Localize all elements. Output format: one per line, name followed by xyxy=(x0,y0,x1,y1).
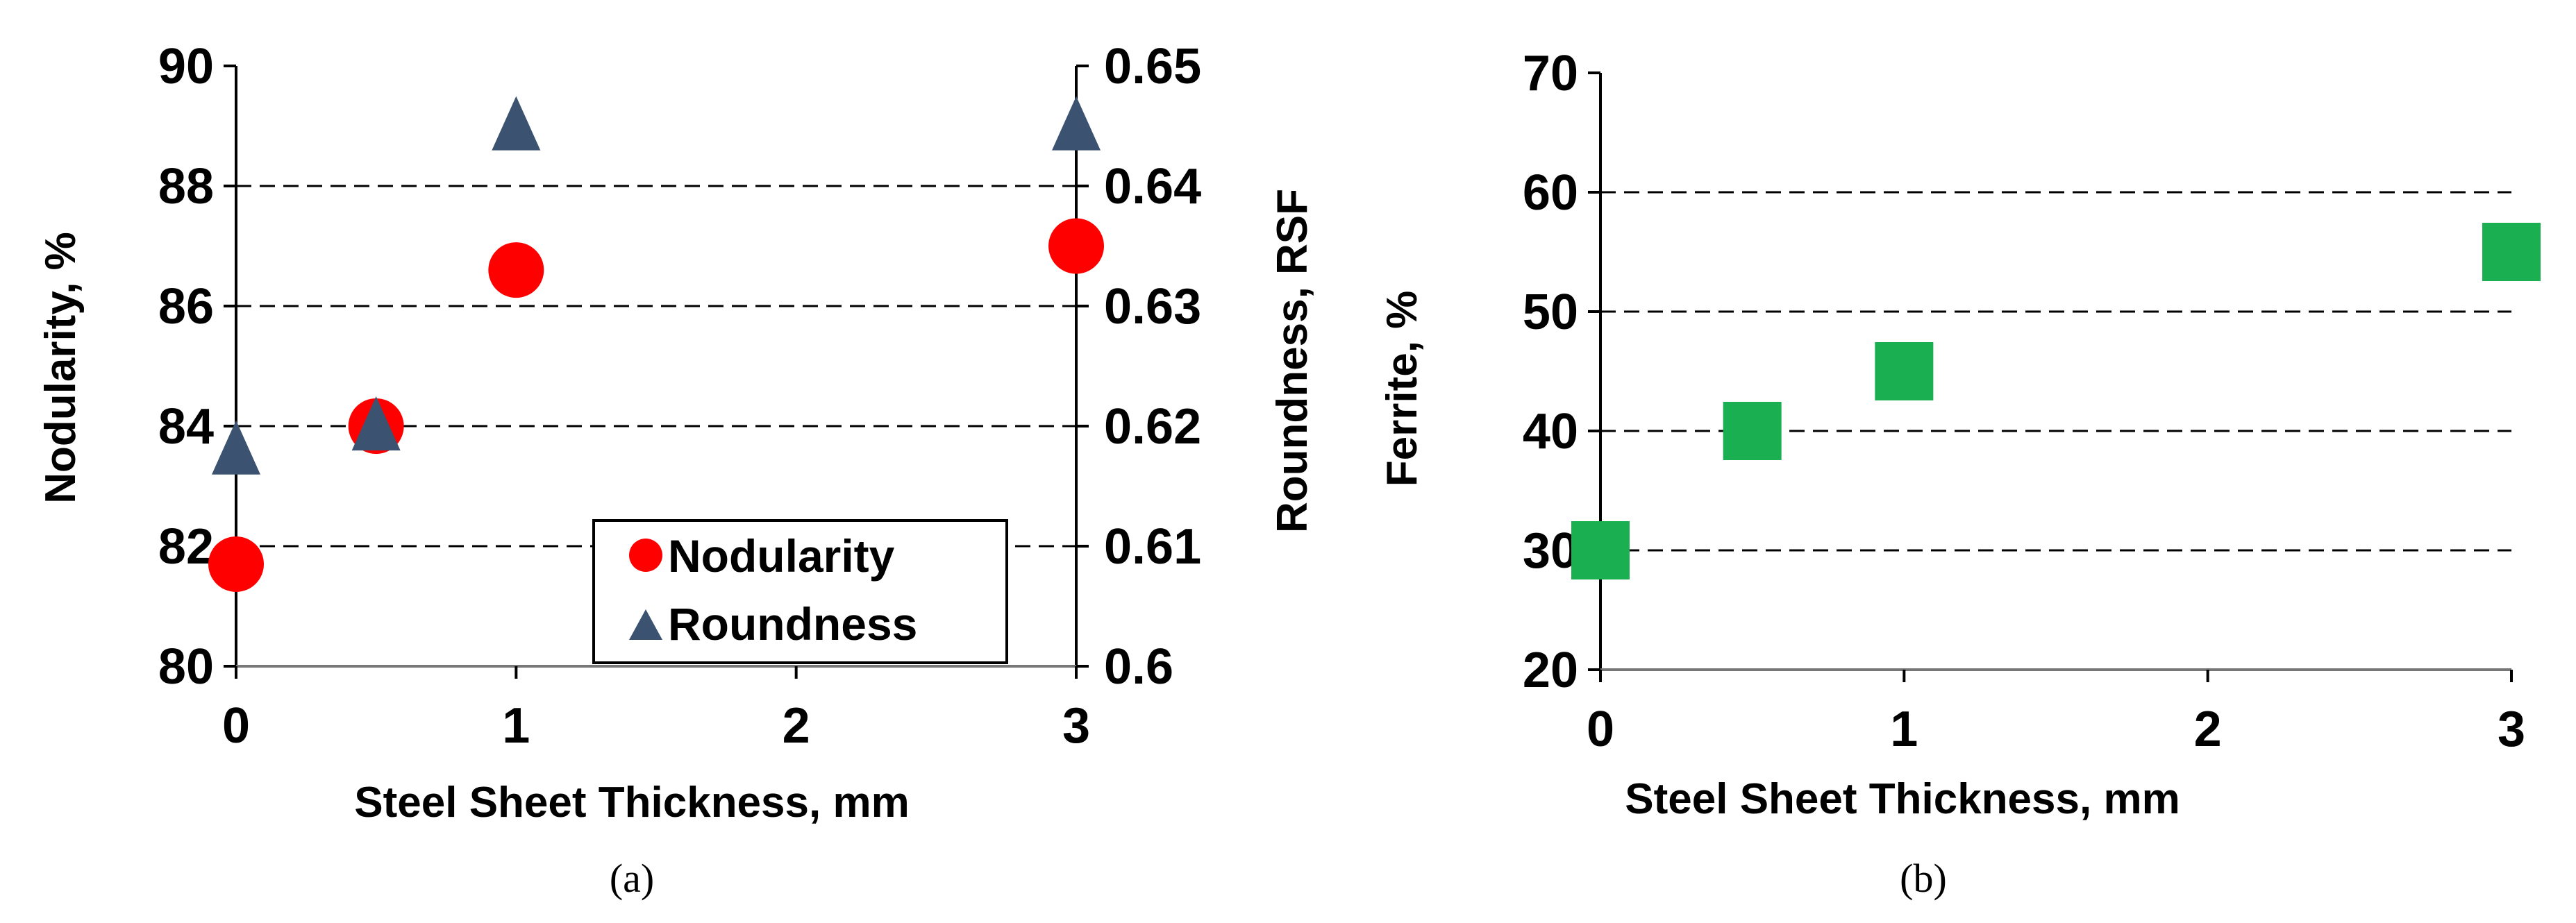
b-x-tick-label: 3 xyxy=(2498,702,2525,757)
b-point-ferrite xyxy=(1875,342,1934,400)
a-y-tick-label: 90 xyxy=(158,39,214,94)
b-gridlines xyxy=(1600,191,2511,552)
b-x-tick-label: 1 xyxy=(1890,702,1918,757)
a-gridlines xyxy=(236,185,1076,548)
b-y-tick-label: 50 xyxy=(1523,285,1578,340)
a-x-tick-label: 0 xyxy=(222,698,250,754)
b-y-axis-label: Ferrite, % xyxy=(1378,291,1426,487)
b-point-ferrite xyxy=(2482,223,2541,281)
a-point-roundness xyxy=(492,96,541,151)
a-legend-box xyxy=(592,519,1008,664)
b-data-marks xyxy=(1571,223,2541,579)
a-legend-label-roundness: Roundness xyxy=(668,598,917,650)
a-y-tick-label: 86 xyxy=(158,279,214,335)
a-point-roundness xyxy=(1052,96,1101,151)
a-point-nodularity xyxy=(488,242,544,298)
a-legend: Nodularity Roundness xyxy=(592,519,1008,664)
a-x-tick-labels: 0 1 2 3 xyxy=(222,698,1090,754)
b-y-tick-label: 40 xyxy=(1523,404,1578,459)
b-y-tick-label: 70 xyxy=(1523,46,1578,101)
b-y-tick-labels: 20 30 40 50 60 70 xyxy=(1523,46,1578,698)
a-point-roundness xyxy=(212,420,260,475)
b-y-tick-label: 60 xyxy=(1523,165,1578,221)
a-legend-marker-nodularity xyxy=(629,539,662,572)
a-y-tick-label: 80 xyxy=(158,639,214,695)
a-data-marks xyxy=(208,96,1104,592)
a-legend-label-nodularity: Nodularity xyxy=(668,530,895,582)
a-y-tick-label: 84 xyxy=(158,399,214,455)
b-x-tick-labels: 0 1 2 3 xyxy=(1587,702,2525,757)
a-y-axis-label: Nodularity, % xyxy=(37,232,85,504)
a-caption: (a) xyxy=(610,856,654,901)
b-x-axis-label: Steel Sheet Thickness, mm xyxy=(1625,775,2180,823)
b-x-tick-label: 0 xyxy=(1587,702,1614,757)
a-y2-axis-label: Roundness, RSF xyxy=(1269,189,1316,533)
a-point-nodularity xyxy=(208,536,264,592)
b-y-tick-label: 20 xyxy=(1523,643,1578,698)
a-x-tick-label: 2 xyxy=(783,698,810,754)
b-axes xyxy=(1588,71,2513,682)
a-y2-tick-labels: 0.6 0.61 0.62 0.63 0.64 0.65 xyxy=(1104,39,1201,695)
a-y2-tick-label: 0.61 xyxy=(1104,519,1201,575)
a-y2-tick-label: 0.62 xyxy=(1104,399,1201,455)
a-legend-marker-roundness xyxy=(629,609,662,640)
panel-a: 80 82 84 86 88 90 0.6 0.61 0.62 0.63 0.64 0.65 0 1 2… xyxy=(37,39,1316,901)
a-x-tick-label: 1 xyxy=(502,698,530,754)
b-y-tick-label: 30 xyxy=(1523,523,1578,579)
a-y-tick-label: 82 xyxy=(158,519,214,575)
a-y2-tick-label: 0.64 xyxy=(1104,159,1201,214)
a-y2-tick-label: 0.6 xyxy=(1104,639,1173,695)
a-x-tick-label: 3 xyxy=(1062,698,1090,754)
a-point-nodularity xyxy=(1048,218,1104,274)
a-y2-tick-label: 0.63 xyxy=(1104,279,1201,335)
panel-b: 20 30 40 50 60 70 0 1 2 3 Steel Sheet Thickness,… xyxy=(1378,46,2541,901)
a-point-roundness xyxy=(351,396,401,451)
a-y2-tick-label: 0.65 xyxy=(1104,39,1201,94)
b-x-tick-label: 2 xyxy=(2194,702,2222,757)
a-y-tick-label: 88 xyxy=(158,159,214,214)
a-x-axis-label: Steel Sheet Thickness, mm xyxy=(354,779,909,827)
b-point-ferrite xyxy=(1723,402,1782,460)
b-caption: (b) xyxy=(1900,856,1947,901)
a-y-tick-labels: 80 82 84 86 88 90 xyxy=(158,39,214,695)
b-point-ferrite xyxy=(1571,521,1630,579)
